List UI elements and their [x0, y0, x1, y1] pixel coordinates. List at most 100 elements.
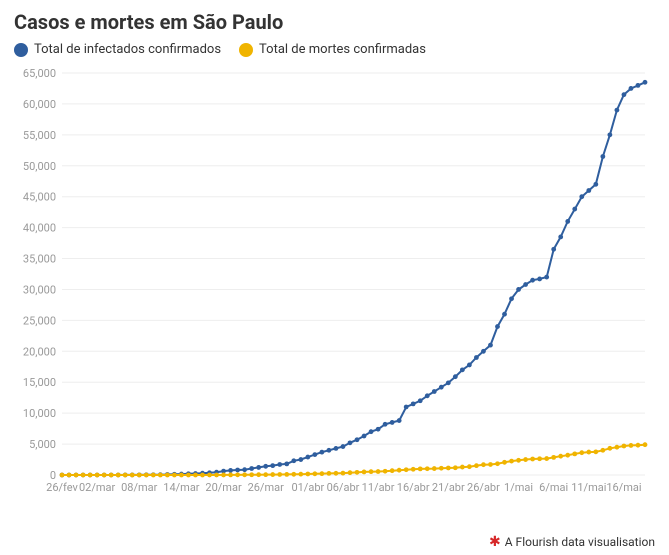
data-point: [284, 461, 289, 466]
x-tick-label: 26/fev: [46, 481, 78, 494]
x-tick-label: 20/mar: [205, 481, 242, 494]
data-point: [558, 234, 563, 239]
data-point: [137, 473, 142, 478]
data-point: [67, 473, 72, 478]
footer-credit[interactable]: ✱ A Flourish data visualisation: [489, 535, 655, 549]
legend-item-mortes: Total de mortes confirmadas: [239, 42, 426, 57]
y-tick-label: 25,000: [23, 314, 56, 327]
x-tick-label: 14/mar: [163, 481, 200, 494]
data-point: [221, 473, 226, 478]
data-point: [165, 473, 170, 478]
y-tick-label: 60,000: [23, 98, 56, 111]
data-point: [341, 471, 346, 476]
x-tick-label: 06/abr: [327, 481, 360, 494]
series-line-mortes: [62, 445, 645, 475]
x-tick-label: 26/abr: [467, 481, 500, 494]
data-point: [228, 468, 233, 473]
data-point: [439, 466, 444, 471]
x-tick-label: 16/abr: [397, 481, 430, 494]
data-point: [123, 473, 128, 478]
data-point: [572, 207, 577, 212]
data-point: [453, 465, 458, 470]
data-point: [102, 473, 107, 478]
data-point: [629, 443, 634, 448]
data-point: [607, 132, 612, 137]
data-point: [586, 450, 591, 455]
data-point: [172, 473, 177, 478]
data-point: [362, 470, 367, 475]
x-tick-label: 6/mai: [539, 481, 568, 494]
x-tick-label: 26/mar: [248, 481, 285, 494]
data-point: [242, 472, 247, 477]
legend-swatch-mortes: [239, 43, 253, 57]
data-point: [291, 458, 296, 463]
data-point: [235, 472, 240, 477]
legend-item-infectados: Total de infectados confirmados: [14, 42, 221, 57]
data-point: [446, 466, 451, 471]
x-tick-label: 16/mai: [606, 481, 641, 494]
data-point: [516, 458, 521, 463]
data-point: [615, 108, 620, 113]
data-point: [432, 389, 437, 394]
legend-swatch-infectados: [14, 43, 28, 57]
data-point: [151, 473, 156, 478]
data-point: [291, 472, 296, 477]
y-tick-label: 40,000: [23, 222, 56, 235]
data-point: [179, 473, 184, 478]
data-point: [305, 455, 310, 460]
x-tick-label: 11/mai: [571, 481, 606, 494]
data-point: [467, 464, 472, 469]
data-point: [207, 473, 212, 478]
data-point: [334, 471, 339, 476]
x-axis: 26/fev02/mar08/mar14/mar20/mar26/mar01/a…: [46, 481, 641, 494]
data-point: [411, 467, 416, 472]
data-point: [109, 473, 114, 478]
data-point: [130, 473, 135, 478]
data-point: [509, 459, 514, 464]
data-point: [629, 86, 634, 91]
data-point: [390, 468, 395, 473]
y-tick-label: 50,000: [23, 160, 56, 173]
data-point: [327, 448, 332, 453]
data-point: [369, 429, 374, 434]
data-point: [319, 471, 324, 476]
data-point: [334, 446, 339, 451]
series-dots-infectados: [60, 80, 648, 478]
legend: Total de infectados confirmados Total de…: [14, 42, 655, 57]
data-point: [404, 467, 409, 472]
data-point: [551, 247, 556, 252]
x-tick-label: 02/mar: [79, 481, 116, 494]
data-point: [530, 457, 535, 462]
data-point: [615, 445, 620, 450]
series-line-infectados: [62, 82, 645, 475]
data-point: [622, 444, 627, 449]
data-point: [369, 469, 374, 474]
data-point: [495, 461, 500, 466]
data-point: [600, 154, 605, 159]
chart-area: 05,00010,00015,00020,00025,00030,00035,0…: [14, 63, 655, 507]
data-point: [593, 449, 598, 454]
data-point: [502, 312, 507, 317]
data-point: [488, 343, 493, 348]
data-point: [144, 473, 149, 478]
data-point: [579, 194, 584, 199]
data-point: [622, 92, 627, 97]
data-point: [593, 182, 598, 187]
chart-title: Casos e mortes em São Paulo: [14, 10, 655, 34]
data-point: [481, 462, 486, 467]
data-point: [383, 469, 388, 474]
data-point: [312, 452, 317, 457]
data-point: [263, 464, 268, 469]
legend-label-infectados: Total de infectados confirmados: [34, 42, 221, 57]
data-point: [298, 472, 303, 477]
data-point: [502, 460, 507, 465]
y-axis: 05,00010,00015,00020,00025,00030,00035,0…: [23, 67, 56, 482]
data-point: [418, 398, 423, 403]
data-point: [312, 471, 317, 476]
data-point: [579, 450, 584, 455]
y-tick-label: 10,000: [23, 407, 56, 420]
y-tick-label: 55,000: [23, 129, 56, 142]
data-point: [537, 277, 542, 282]
data-point: [383, 422, 388, 427]
data-point: [95, 473, 100, 478]
